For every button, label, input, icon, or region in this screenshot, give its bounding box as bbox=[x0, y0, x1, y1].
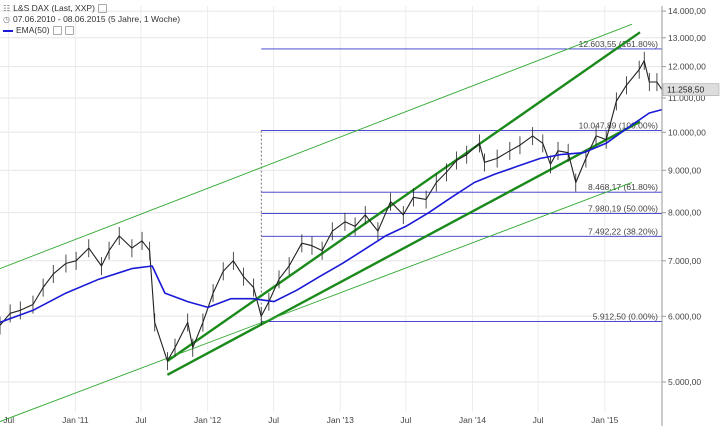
y-tick-label: 12.000,00 bbox=[668, 62, 706, 72]
y-tick-label: 11.000,00 bbox=[668, 93, 705, 103]
ema-line bbox=[0, 108, 663, 324]
y-tick-label: 13.000,00 bbox=[668, 33, 706, 43]
y-tick-label: 6.000,00 bbox=[668, 311, 701, 321]
clock-icon: ◷ bbox=[3, 15, 10, 24]
fib-level-label: 7.980,19 (50.00%) bbox=[588, 204, 658, 214]
fib-level-label: 7.492,22 (38.20%) bbox=[588, 226, 658, 236]
fibonacci-levels: 12.603,55 (161.80%) 10.047,89 (100.00%) 8.… bbox=[260, 39, 662, 323]
current-price-box bbox=[662, 83, 720, 96]
x-tick-label: Jan '15 bbox=[591, 415, 618, 425]
series-group bbox=[0, 51, 663, 371]
fib-level-label: 10.047,89 (100.00%) bbox=[579, 121, 659, 131]
fib-level-label: 5.912,50 (0.00%) bbox=[593, 312, 658, 322]
y-tick-label: 14.000,00 bbox=[668, 6, 706, 16]
legend-period: 07.06.2010 - 08.06.2015 (5 Jahre, 1 Woch… bbox=[12, 14, 181, 24]
x-tick-label: Jan '14 bbox=[459, 415, 486, 425]
x-axis: Jul Jan '11 Jul Jan '12 Jul Jan '13 Jul Jan '14… bbox=[3, 415, 618, 425]
y-tick-label: 5.000,00 bbox=[668, 377, 701, 387]
y-tick-label: 9.000,00 bbox=[668, 165, 701, 175]
legend-indicator: EMA(50) bbox=[16, 25, 50, 35]
channel-line-lower bbox=[166, 120, 641, 376]
x-tick-label: Jan '11 bbox=[62, 415, 89, 425]
channel-line-upper bbox=[166, 31, 641, 362]
trend-channel bbox=[0, 23, 641, 422]
legend: ☷ L&S DAX (Last, XXP) ◷ 07.06.2010 - 08.… bbox=[3, 3, 180, 36]
x-tick-label: Jul bbox=[268, 415, 279, 425]
ema-swatch-icon bbox=[3, 29, 13, 32]
channel-line-outer-upper bbox=[0, 23, 633, 269]
x-tick-label: Jul bbox=[400, 415, 411, 425]
legend-row-indicator: EMA(50) bbox=[3, 25, 180, 36]
fib-level-label: 12.603,55 (161.80%) bbox=[579, 39, 659, 49]
channel-line-outer-lower bbox=[0, 182, 633, 422]
x-tick-label: Jul bbox=[136, 415, 147, 425]
y-axis: 5.000,00 6.000,00 7.000,00 8.000,00 9.000,00… bbox=[661, 6, 706, 426]
y-tick-label: 8.000,00 bbox=[668, 208, 701, 218]
y-tick-label: 7.000,00 bbox=[668, 256, 701, 266]
indicator-settings-icon[interactable] bbox=[52, 26, 62, 35]
x-tick-label: Jul bbox=[533, 415, 544, 425]
indicator-remove-icon[interactable] bbox=[64, 26, 74, 35]
x-tick-label: Jul bbox=[3, 415, 14, 425]
y-tick-label: 10.000,00 bbox=[668, 127, 706, 137]
grid-lines bbox=[0, 6, 662, 412]
current-price-label: 11.258,50 bbox=[667, 85, 704, 95]
legend-instrument: L&S DAX (Last, XXP) bbox=[13, 3, 95, 13]
x-tick-label: Jan '13 bbox=[327, 415, 354, 425]
fib-level-label: 8.468,17 (61.80%) bbox=[588, 182, 658, 192]
legend-row-period: ◷ 07.06.2010 - 08.06.2015 (5 Jahre, 1 Wo… bbox=[3, 14, 180, 25]
x-tick-label: Jan '12 bbox=[194, 415, 221, 425]
legend-row-instrument: ☷ L&S DAX (Last, XXP) bbox=[3, 3, 180, 14]
settings-box-icon[interactable] bbox=[97, 4, 107, 13]
current-price-marker: 11.258,50 bbox=[662, 83, 720, 96]
chart-icon: ☷ bbox=[3, 4, 11, 13]
